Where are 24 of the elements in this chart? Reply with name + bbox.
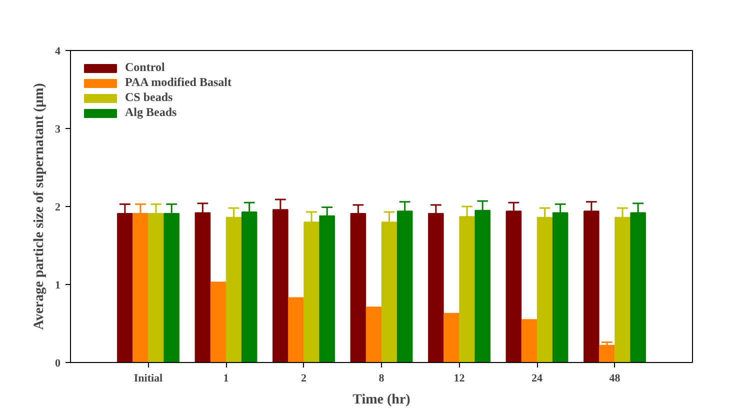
y-tick-label: 4 [55, 46, 61, 58]
x-tick-label: Initial [134, 372, 163, 384]
x-axis-title: Time (hr) [352, 392, 411, 408]
bar [521, 319, 538, 362]
bar [599, 344, 615, 362]
y-tick-label: 3 [55, 124, 61, 136]
y-axis-title: Average particle size of supernatant (μm) [32, 82, 47, 330]
x-tick-label: 24 [532, 372, 543, 384]
x-tick-label: 12 [454, 372, 466, 384]
bar [366, 306, 382, 362]
legend-label: CS beads [125, 90, 173, 105]
x-tick-label: 1 [223, 372, 229, 384]
legend-label: PAA modified Basalt [125, 75, 232, 90]
y-tick-label: 2 [55, 202, 61, 214]
x-tick-label: 8 [378, 372, 385, 384]
bar [288, 297, 304, 362]
y-tick-label: 0 [55, 358, 61, 370]
legend-label: Alg Beads [125, 105, 177, 120]
bar [444, 312, 460, 362]
y-tick-label: 1 [55, 280, 60, 292]
x-tick-label: 2 [301, 372, 307, 384]
bar [210, 282, 226, 362]
x-tick-label: 48 [609, 372, 621, 384]
legend-label: Control [125, 60, 165, 75]
